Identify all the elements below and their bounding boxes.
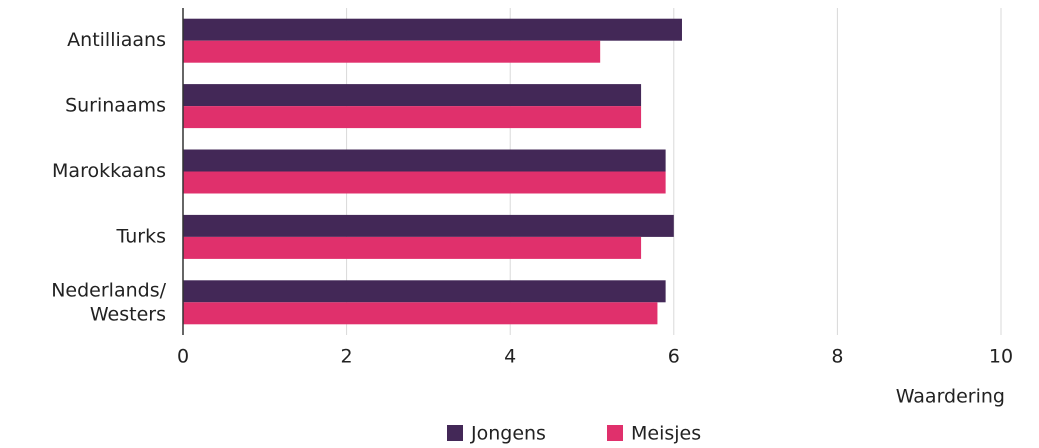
x-tick-label: 4 [504, 346, 516, 368]
bar [183, 84, 642, 107]
y-tick-label: Surinaams [65, 95, 166, 117]
bar [183, 302, 658, 325]
y-tick-label: Antilliaans [67, 29, 166, 51]
bar [183, 18, 682, 41]
bar [183, 171, 666, 194]
y-tick-label: Marokkaans [52, 160, 166, 182]
x-tick-label: 0 [177, 346, 189, 368]
bar [183, 106, 642, 129]
y-tick-label: Nederlands/Westers [51, 279, 166, 325]
y-tick-label: Turks [116, 225, 166, 247]
legend-swatch [447, 425, 463, 441]
x-tick-label: 8 [831, 346, 843, 368]
bar [183, 214, 674, 237]
x-axis-label: Waardering [896, 386, 1005, 408]
bar [183, 149, 666, 172]
legend-label: Jongens [470, 423, 546, 445]
bar [183, 236, 642, 259]
bar [183, 280, 666, 303]
x-tick-label: 10 [989, 346, 1013, 368]
legend-swatch [607, 425, 623, 441]
legend-label: Meisjes [631, 423, 701, 445]
x-tick-label: 6 [668, 346, 680, 368]
x-tick-label: 2 [341, 346, 353, 368]
bar [183, 40, 601, 63]
